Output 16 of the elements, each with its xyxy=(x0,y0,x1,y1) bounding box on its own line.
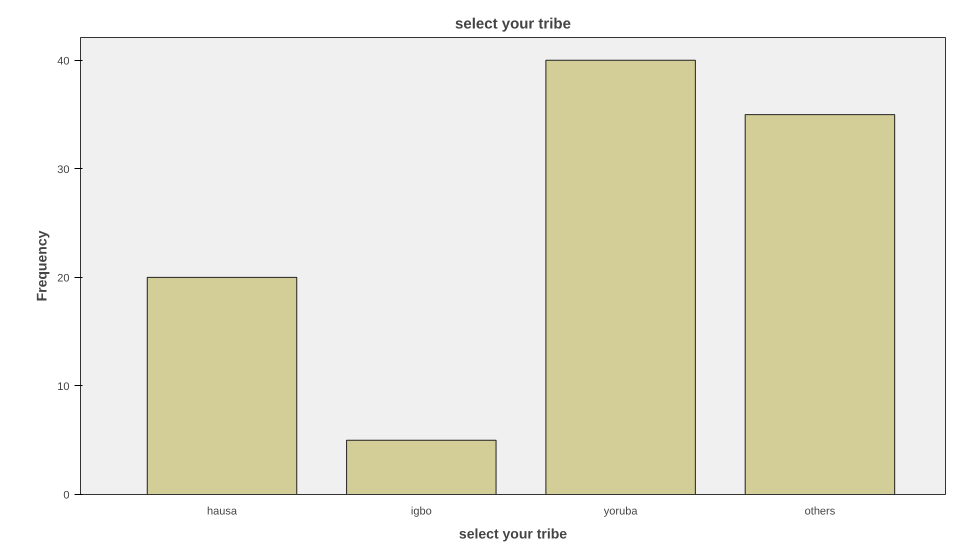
y-tick-label: 40 xyxy=(57,55,70,68)
x-tick-label: igbo xyxy=(410,506,432,518)
x-tick-label: others xyxy=(804,506,836,518)
bar xyxy=(744,114,896,494)
y-tick-label: 10 xyxy=(57,380,70,393)
bar xyxy=(146,276,298,494)
chart-title: select your tribe xyxy=(455,16,571,32)
x-tick-label: yoruba xyxy=(604,506,638,518)
y-tick-label: 20 xyxy=(57,272,70,284)
x-tick-label: hausa xyxy=(207,506,238,518)
x-axis-title: select your tribe xyxy=(458,526,568,542)
y-tick-label: 30 xyxy=(57,164,70,176)
bar xyxy=(545,60,696,494)
y-tick-label: 0 xyxy=(63,490,70,502)
bar xyxy=(346,440,497,494)
y-axis-title: Frequency xyxy=(33,230,50,302)
